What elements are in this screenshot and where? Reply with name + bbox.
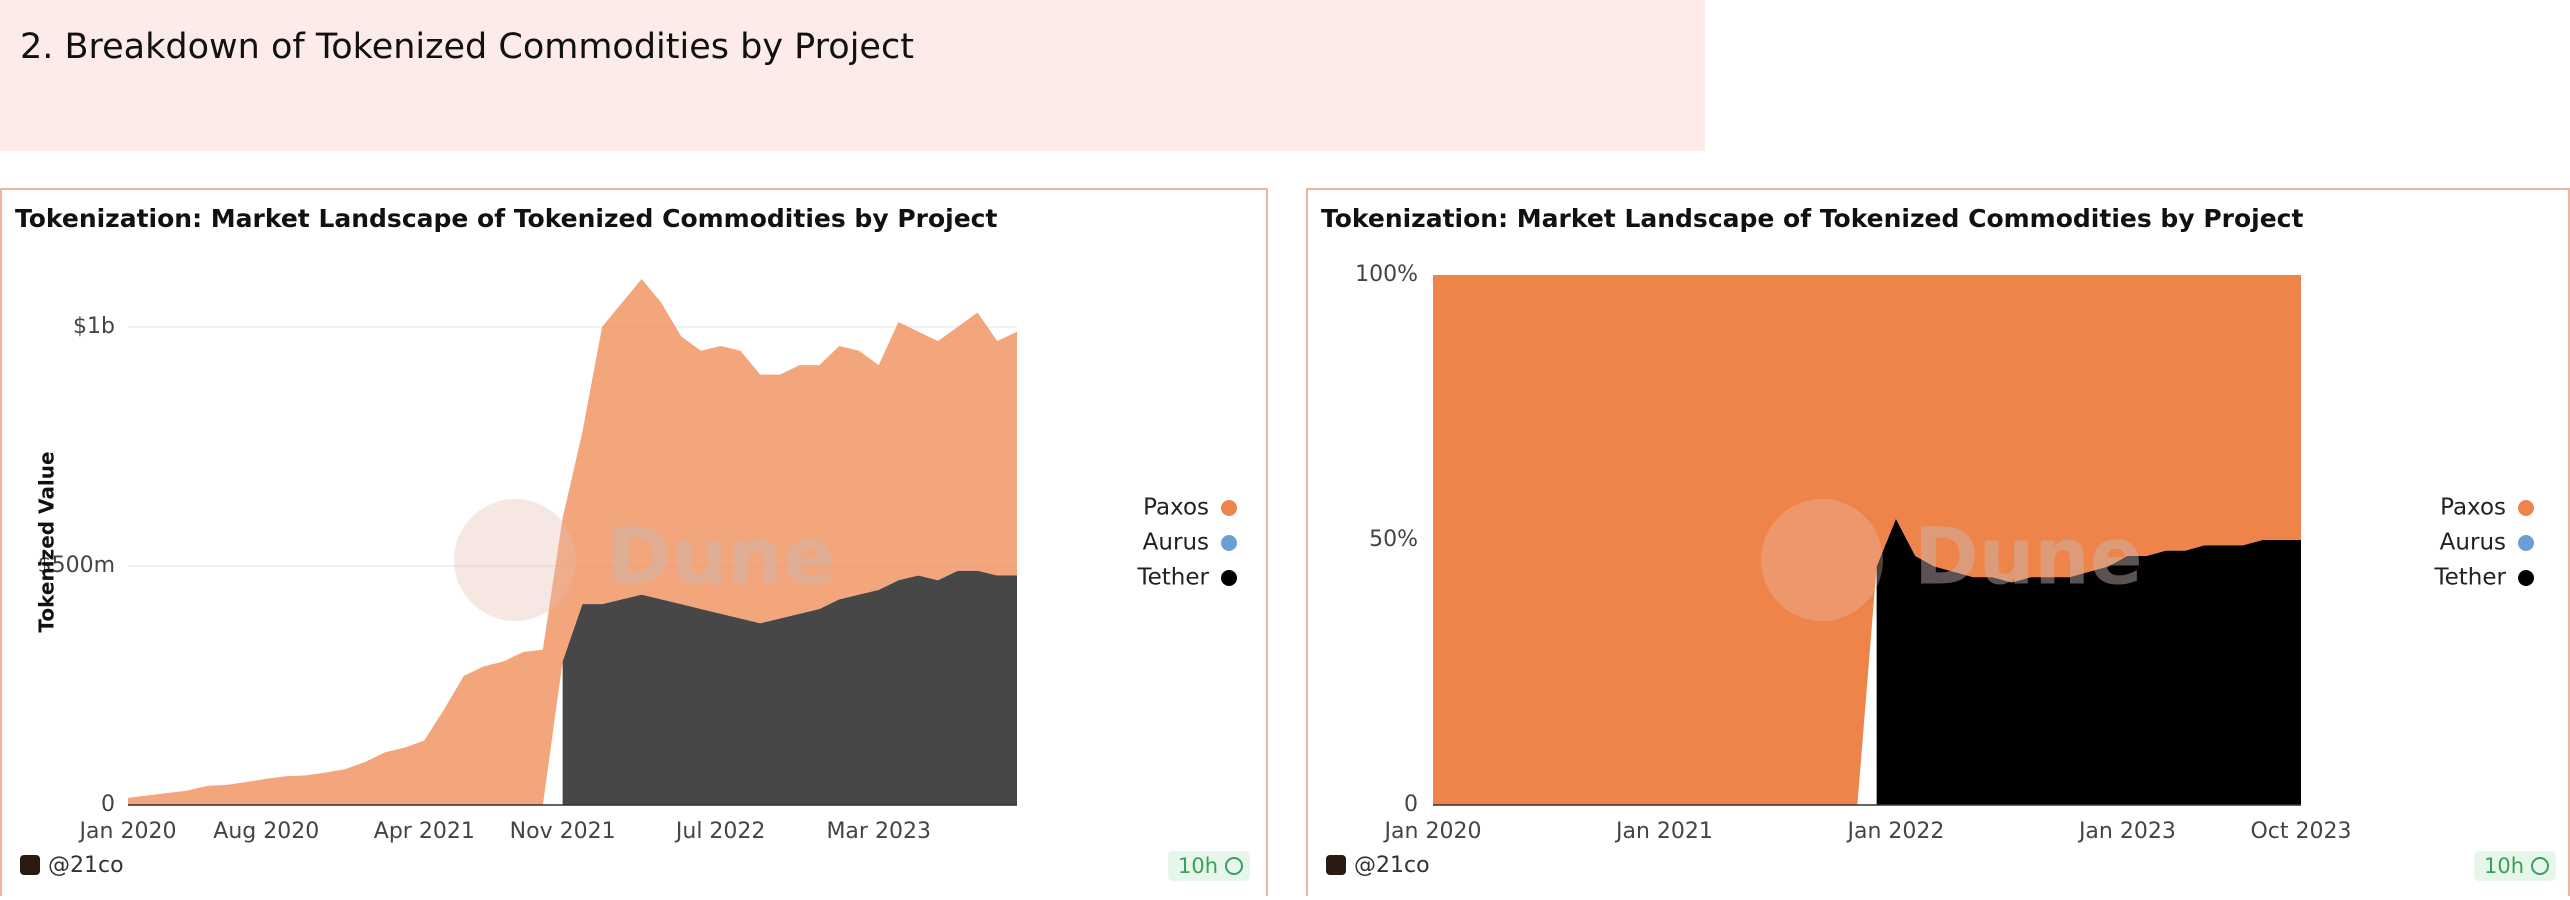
x-tick-label: Nov 2021 [510, 819, 616, 844]
author: @21co [48, 853, 124, 878]
freshness: 10h [1178, 854, 1218, 878]
legend-label: Paxos [1143, 495, 1209, 521]
x-tick-label: Jan 2020 [1383, 819, 1482, 844]
legend-label: Aurus [2440, 530, 2506, 556]
legend-dot [1221, 500, 1237, 516]
area [1433, 275, 2301, 805]
x-tick-label: Aug 2020 [213, 819, 319, 844]
y-axis-label: Tokenized Value [35, 451, 59, 632]
watermark-logo [1761, 499, 1883, 621]
legend-dot [1221, 535, 1237, 551]
watermark-logo [454, 499, 576, 621]
author-icon [1326, 855, 1346, 875]
legend-label: Tether [1137, 565, 1210, 591]
y-tick-label: 0 [1404, 792, 1418, 817]
watermark: Dune [1914, 512, 2143, 602]
legend-label: Paxos [2440, 495, 2506, 521]
legend-dot [2518, 570, 2534, 586]
area [128, 279, 1017, 805]
x-tick-label: Oct 2023 [2250, 819, 2351, 844]
x-tick-label: Jul 2022 [674, 819, 766, 844]
legend-dot [2518, 500, 2534, 516]
author-icon [20, 855, 40, 875]
chart-title: Tokenization: Market Landscape of Tokeni… [15, 204, 997, 233]
freshness: 10h [2484, 854, 2524, 878]
x-tick-label: Jan 2023 [2077, 819, 2176, 844]
panel [1306, 188, 2570, 900]
check-icon [2531, 857, 2549, 875]
y-tick-label: $1b [73, 314, 115, 339]
y-tick-label: 0 [101, 792, 115, 817]
check-icon [1225, 857, 1243, 875]
watermark: Dune [607, 512, 836, 602]
author: @21co [1354, 853, 1430, 878]
y-tick-label: 50% [1369, 527, 1418, 552]
x-tick-label: Apr 2021 [374, 819, 475, 844]
area [1876, 518, 2301, 805]
x-tick-label: Jan 2021 [1614, 819, 1713, 844]
x-tick-label: Jan 2020 [78, 819, 177, 844]
legend-dot [1221, 570, 1237, 586]
y-tick-label: 100% [1355, 262, 1418, 287]
legend-label: Aurus [1143, 530, 1209, 556]
panel [0, 188, 1268, 900]
header-title: 2. Breakdown of Tokenized Commodities by… [20, 27, 914, 67]
legend-label: Tether [2434, 565, 2507, 591]
y-tick-label: $500m [38, 553, 115, 578]
area [562, 570, 1017, 805]
header-box [0, 0, 1705, 151]
x-tick-label: Jan 2022 [1845, 819, 1944, 844]
x-tick-label: Mar 2023 [826, 819, 931, 844]
legend-dot [2518, 535, 2534, 551]
chart-title: Tokenization: Market Landscape of Tokeni… [1321, 204, 2303, 233]
